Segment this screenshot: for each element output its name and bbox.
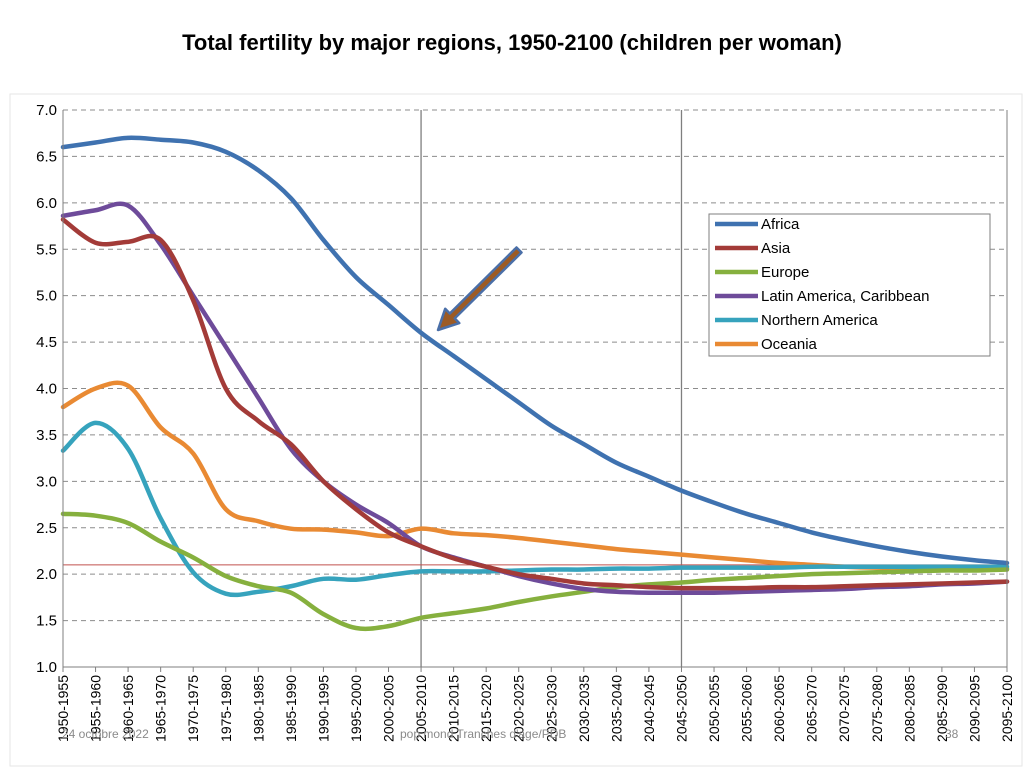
x-tick-label: 2075-2080 [869,675,885,742]
legend-box [708,213,991,357]
x-tick-label: 1960-1965 [120,675,136,742]
y-tick-label: 4.0 [36,381,57,398]
x-tick-label: 2030-2035 [576,675,592,742]
x-tick-label: 1950-1955 [55,675,71,742]
y-tick-label: 5.5 [36,241,57,258]
slide-title: Total fertility by major regions, 1950-2… [182,30,842,55]
x-tick-label: 2060-2065 [771,675,787,742]
x-tick-label: 2035-2040 [608,675,624,742]
chart-frame: 1.0 1.5 2.0 2.5 3.0 3.5 4.0 4.5 5.0 5.5 6.0 6.5 7.0 1… [0,92,1024,768]
x-tick-label: 2090-2095 [966,675,982,742]
fertility-line-chart: 1.0 1.5 2.0 2.5 3.0 3.5 4.0 4.5 5.0 5.5 6.0 6.5 7.0 1… [9,93,1023,767]
x-tick-label: 2085-2090 [934,675,950,742]
footer-page-number: 38 [945,727,959,741]
legend-label: Latin America, Caribbean [761,288,929,305]
x-tick-label: 1980-1985 [250,675,266,742]
footer-source: pop mond Tranches d'age/PDB [400,727,567,741]
x-tick-label: 2070-2075 [836,675,852,742]
x-tick-label: 2005-2010 [413,675,429,742]
x-tick-label: 2095-2100 [999,675,1015,742]
x-tick-label: 1970-1975 [185,675,201,742]
annotation-arrow [436,246,523,332]
series-line-asia [60,217,1010,591]
x-tick-label: 2000-2005 [381,675,397,742]
y-tick-label: 3.5 [36,427,57,444]
x-tick-label: 2010-2015 [446,675,462,742]
x-tick-label: 2050-2055 [706,675,722,742]
x-tick-label: 2020-2025 [511,675,527,742]
series-line-europe [60,511,1010,632]
y-tick-label: 2.0 [36,566,57,583]
y-tick-label: 5.0 [36,288,57,305]
x-tick-label: 2045-2050 [673,675,689,742]
y-tick-label: 1.0 [36,659,57,676]
y-tick-label: 7.0 [36,102,57,119]
x-tick-label: 1965-1970 [153,675,169,742]
legend-label: Africa [761,216,800,233]
x-tick-label: 1975-1980 [218,675,234,742]
x-tick-label: 2015-2020 [478,675,494,742]
y-tick-label: 2.5 [36,520,57,537]
x-tick-label: 2055-2060 [739,675,755,742]
x-tick-label: 1995-2000 [348,675,364,742]
series-line-northern-america [60,420,1010,598]
y-tick-label: 4.5 [36,334,57,351]
y-tick-label: 6.5 [36,148,57,165]
legend-label: Northern America [761,312,878,329]
x-tick-label: 2025-2030 [543,675,559,742]
series-line-latin-america-caribbean [60,201,1010,596]
x-tick-label: 2065-2070 [804,675,820,742]
x-tick-label: 1985-1990 [283,675,299,742]
y-tick-label: 6.0 [36,195,57,212]
x-tick-label: 1955-1960 [88,675,104,742]
x-tick-label: 1990-1995 [315,675,331,742]
legend-label: Oceania [761,336,818,353]
x-tick-label: 2080-2085 [901,675,917,742]
legend-label: Europe [761,264,809,281]
series-line-africa [60,135,1010,566]
footer-date: 24 octobre 2022 [62,727,149,741]
legend-label: Asia [761,240,791,257]
y-tick-label: 3.0 [36,473,57,490]
y-tick-label: 1.5 [36,613,57,630]
x-tick-label: 2040-2045 [641,675,657,742]
